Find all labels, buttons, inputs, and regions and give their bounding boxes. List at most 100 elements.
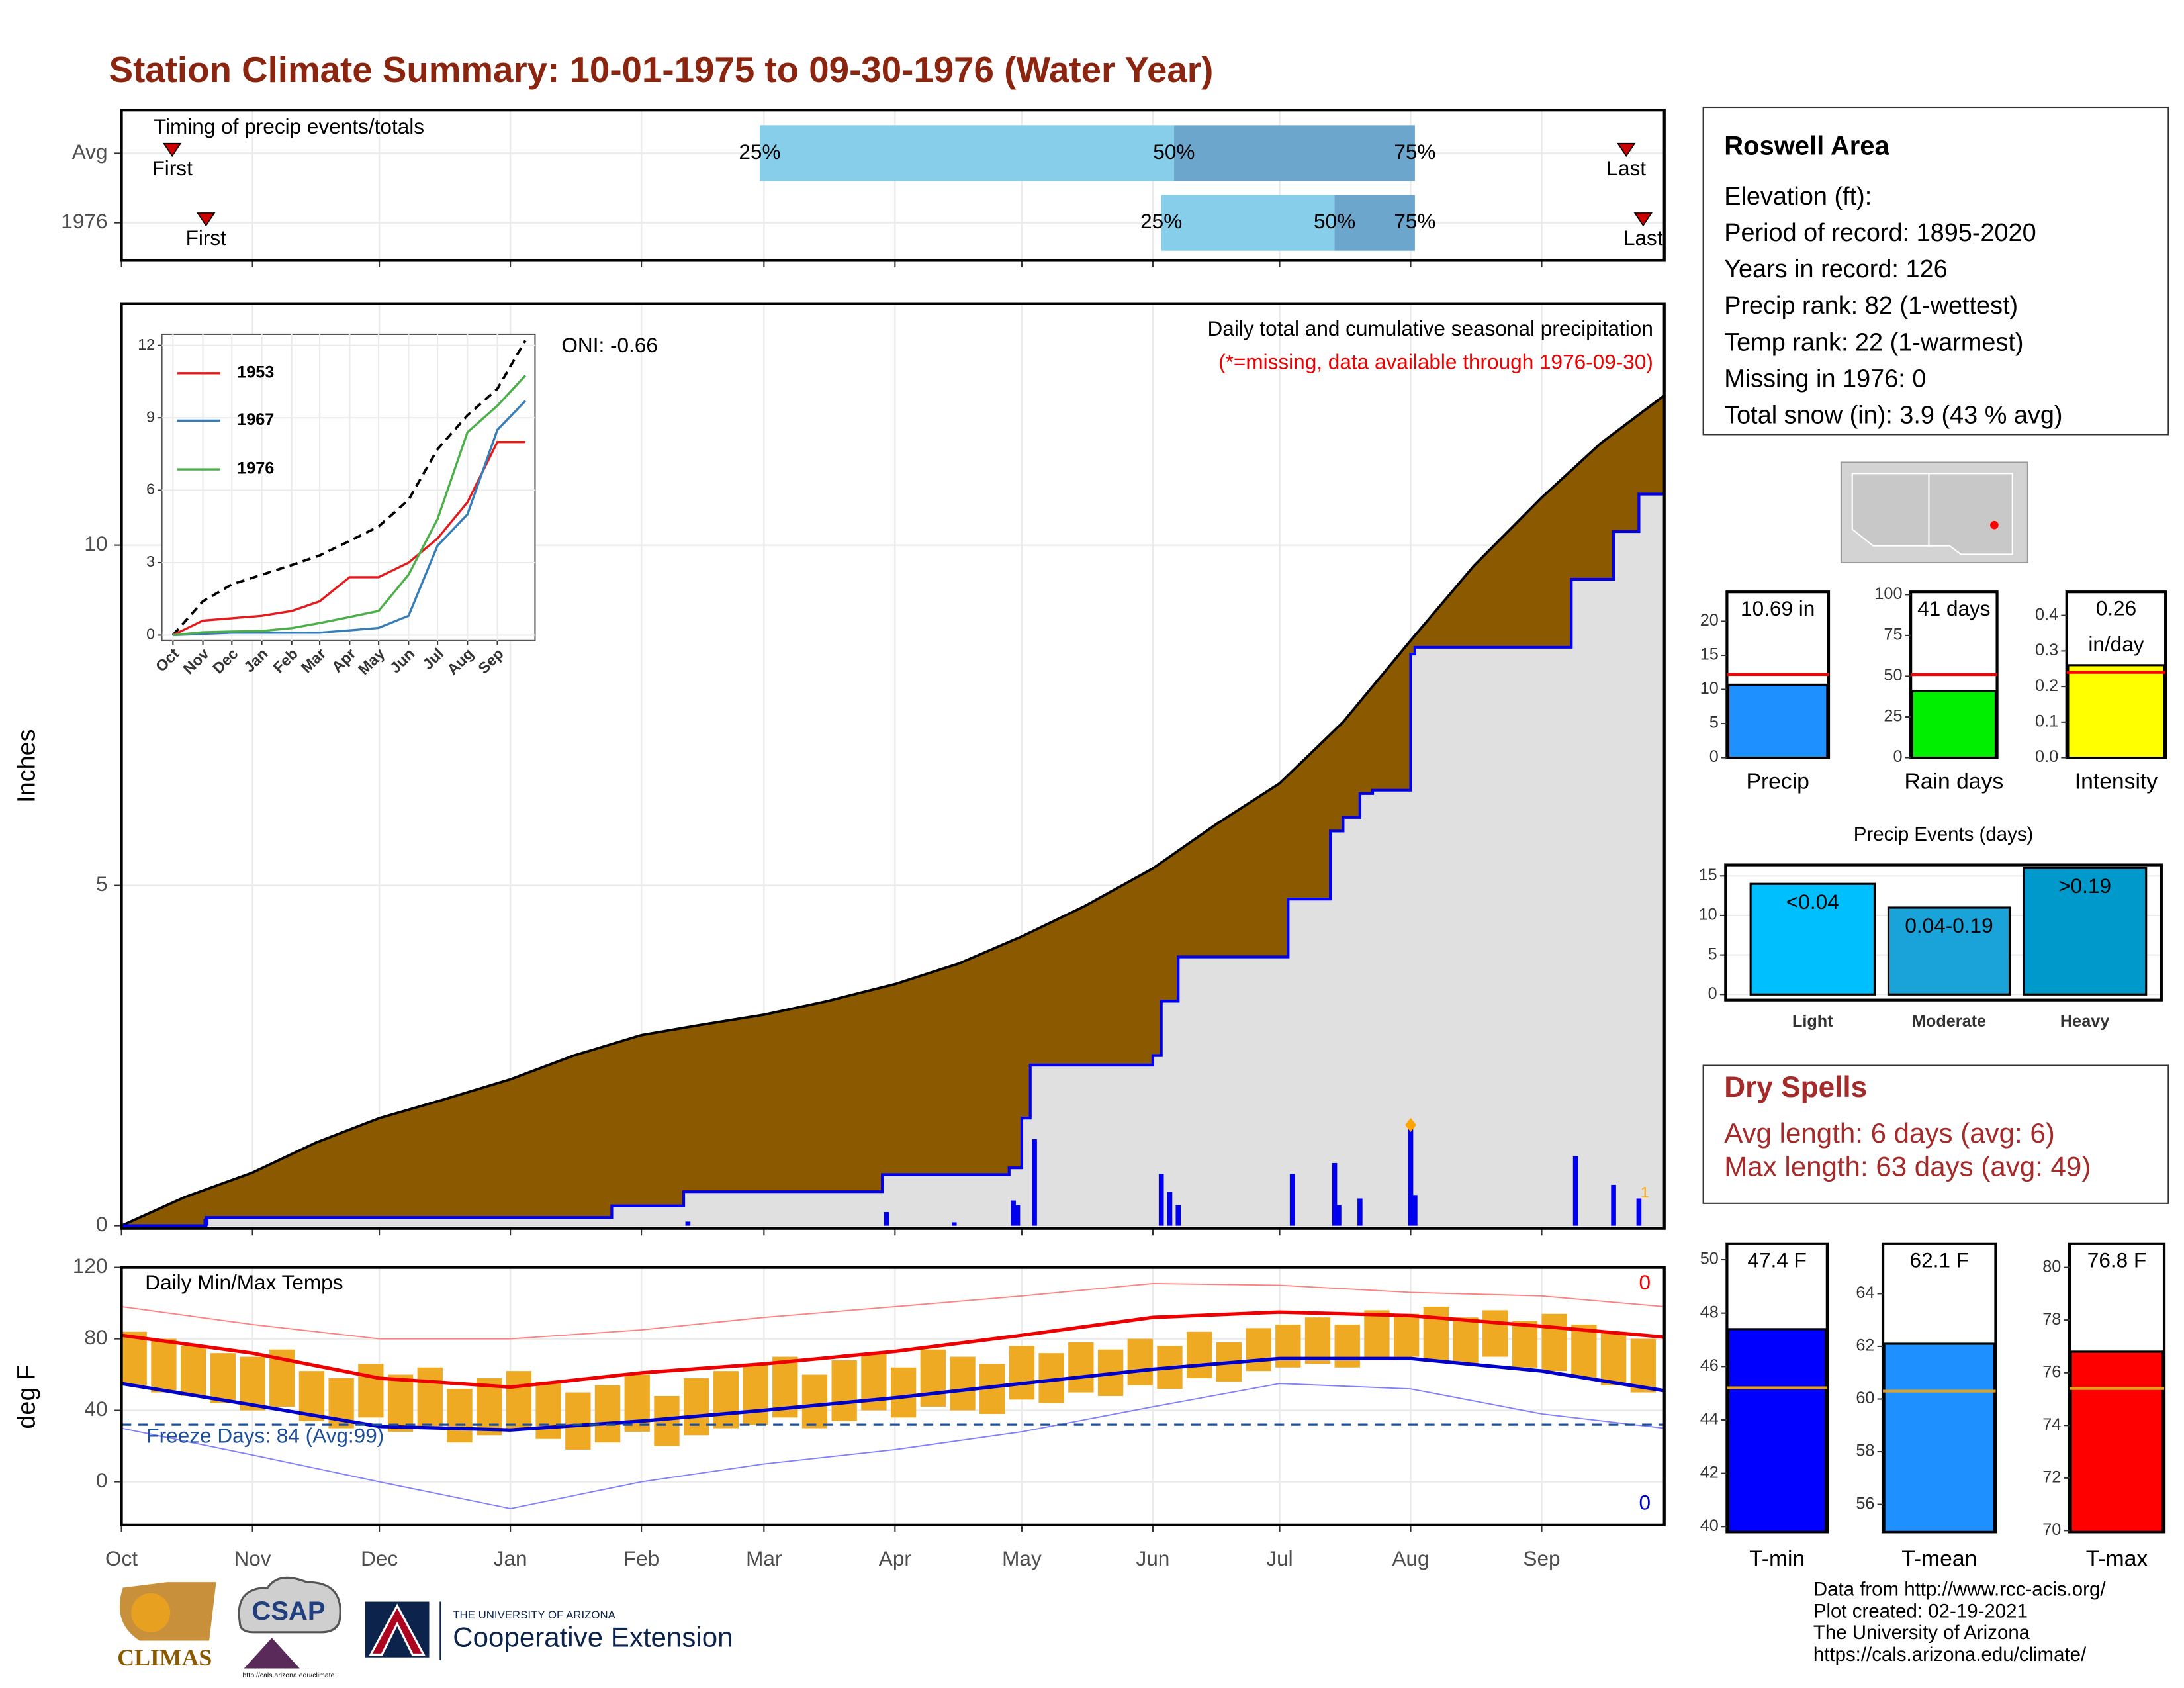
daily-precip-bar (203, 1219, 209, 1226)
gauge-bar (1727, 683, 1829, 759)
quantile-label: 75% (1394, 209, 1435, 233)
logos: CLIMAS CSAP http://cals.arizona.edu/clim… (117, 1576, 733, 1679)
temp-range-bar (387, 1374, 414, 1432)
daily-precip-bar (1015, 1205, 1021, 1226)
csap-logo-mountain (244, 1638, 300, 1669)
x-tick-label: Feb (623, 1546, 659, 1570)
daily-precip-bar (1357, 1198, 1363, 1226)
box-line: Precip rank: 82 (1-wettest) (1724, 292, 2018, 320)
y-tick-label: 5 (96, 872, 108, 896)
average-line (171, 340, 527, 636)
panel-border (120, 302, 1666, 1230)
temp-range-bar (565, 1392, 591, 1450)
info-box (1702, 1064, 2169, 1204)
y-axis-title: Inches (13, 729, 41, 803)
gauge-label: Precip (1746, 769, 1809, 794)
y-tick-label: 10 (1699, 906, 1717, 924)
x-tick-label: Moderate (1912, 1012, 1986, 1031)
y-tick-label: 40 (1700, 1517, 1719, 1535)
temp-range-bar (1512, 1321, 1538, 1368)
y-tick-label: 0 (1708, 984, 1717, 1003)
y-tick-label: 12 (138, 336, 155, 353)
daily-precip-bar (1289, 1174, 1295, 1226)
event-label: First (186, 226, 227, 250)
max-marker (1405, 1117, 1416, 1132)
daily-precip-bar (884, 1212, 889, 1226)
x-tick-label: Apr (879, 1546, 911, 1570)
y-tick-label: 75 (1884, 626, 1902, 644)
record-low-count: 0 (1639, 1491, 1651, 1515)
gauge-label: T-mean (1901, 1546, 1977, 1571)
y-tick-label: 58 (1856, 1442, 1874, 1460)
footer-line: Data from http://www.rcc-acis.org/ (1813, 1579, 2106, 1601)
y-tick-label: 0 (96, 1468, 108, 1492)
quantile-label: 25% (739, 140, 780, 164)
map-station (1990, 520, 1999, 530)
record-high-count: 0 (1639, 1270, 1651, 1294)
x-tick-label: Aug (1392, 1546, 1429, 1570)
x-tick-label: Dec (361, 1546, 398, 1570)
event-marker (1633, 212, 1653, 227)
temp-range-bar (1246, 1328, 1271, 1372)
y-tick-label: 64 (1856, 1284, 1874, 1302)
bin-label: >0.19 (2058, 874, 2111, 898)
y-tick-label: 80 (84, 1325, 107, 1349)
daily-precip-bar (1011, 1200, 1016, 1226)
event-marker (197, 212, 216, 227)
row-label: Avg (72, 140, 108, 164)
footer-line: The University of Arizona (1813, 1622, 2030, 1644)
ua-logo-text: THE UNIVERSITY OF ARIZONA (453, 1609, 615, 1621)
box-line: Total snow (in): 3.9 (43 % avg) (1724, 402, 2062, 430)
x-tick-label: Jun (1136, 1546, 1169, 1570)
temp-range-bar (447, 1389, 473, 1443)
y-tick-label: 3 (146, 553, 155, 570)
x-tick-label: Oct (105, 1546, 138, 1570)
temp-range-bar (506, 1371, 532, 1429)
event-label: Last (1623, 226, 1663, 250)
quantile-bar (1334, 195, 1415, 251)
y-axis-title: deg F (13, 1365, 41, 1429)
bin-label: <0.04 (1786, 890, 1839, 914)
bar (2022, 867, 2148, 996)
gauge-bar (1883, 1342, 1995, 1533)
gauge-bar (1911, 690, 1997, 759)
daily-precip-bar (1408, 1125, 1414, 1226)
x-tick-label: Heavy (2060, 1012, 2109, 1031)
y-tick-label: 5 (1708, 945, 1717, 963)
map-state (1928, 473, 2013, 555)
quantile-label: 50% (1153, 140, 1195, 164)
y-tick-label: 62 (1856, 1336, 1874, 1355)
temp-range-bar (1187, 1331, 1212, 1378)
temp-range-bar (950, 1356, 976, 1411)
y-tick-label: 9 (146, 408, 155, 425)
temp-range-bar (1009, 1346, 1035, 1400)
temp-range-bar (1571, 1324, 1597, 1378)
temp-range-bar (535, 1382, 561, 1439)
freeze-label: Freeze Days: 84 (Avg:99) (146, 1424, 384, 1448)
daily-precip-bar (1167, 1192, 1173, 1226)
legend-label: 1953 (237, 363, 274, 382)
avg-min-line (121, 1356, 1665, 1432)
quantile-label: 75% (1394, 140, 1435, 164)
bar (1749, 882, 1876, 996)
bar (1887, 906, 2011, 996)
daily-precip-bar (1332, 1163, 1338, 1226)
x-tick-label: Sep (1523, 1546, 1560, 1570)
box-line: Years in record: 126 (1724, 256, 1947, 283)
y-tick-label: 76 (2042, 1362, 2061, 1381)
y-tick-label: 20 (1700, 611, 1719, 630)
bin-label: 0.04-0.19 (1905, 914, 1993, 937)
temp-range-bar (1453, 1317, 1479, 1364)
y-tick-label: 6 (146, 481, 155, 498)
csap-logo-url: http://cals.arizona.edu/climate (243, 1671, 335, 1679)
y-tick-label: 15 (1699, 866, 1717, 884)
daily-precip-bar (1336, 1205, 1342, 1226)
y-tick-label: 25 (1884, 707, 1902, 726)
y-tick-label: 10 (84, 532, 107, 555)
marker-label: 1 (1641, 1184, 1649, 1201)
y-tick-label: 70 (2042, 1521, 2061, 1539)
y-tick-label: 0.1 (2035, 712, 2058, 730)
map-state (1851, 473, 1930, 547)
record-max-line (121, 1282, 1664, 1340)
